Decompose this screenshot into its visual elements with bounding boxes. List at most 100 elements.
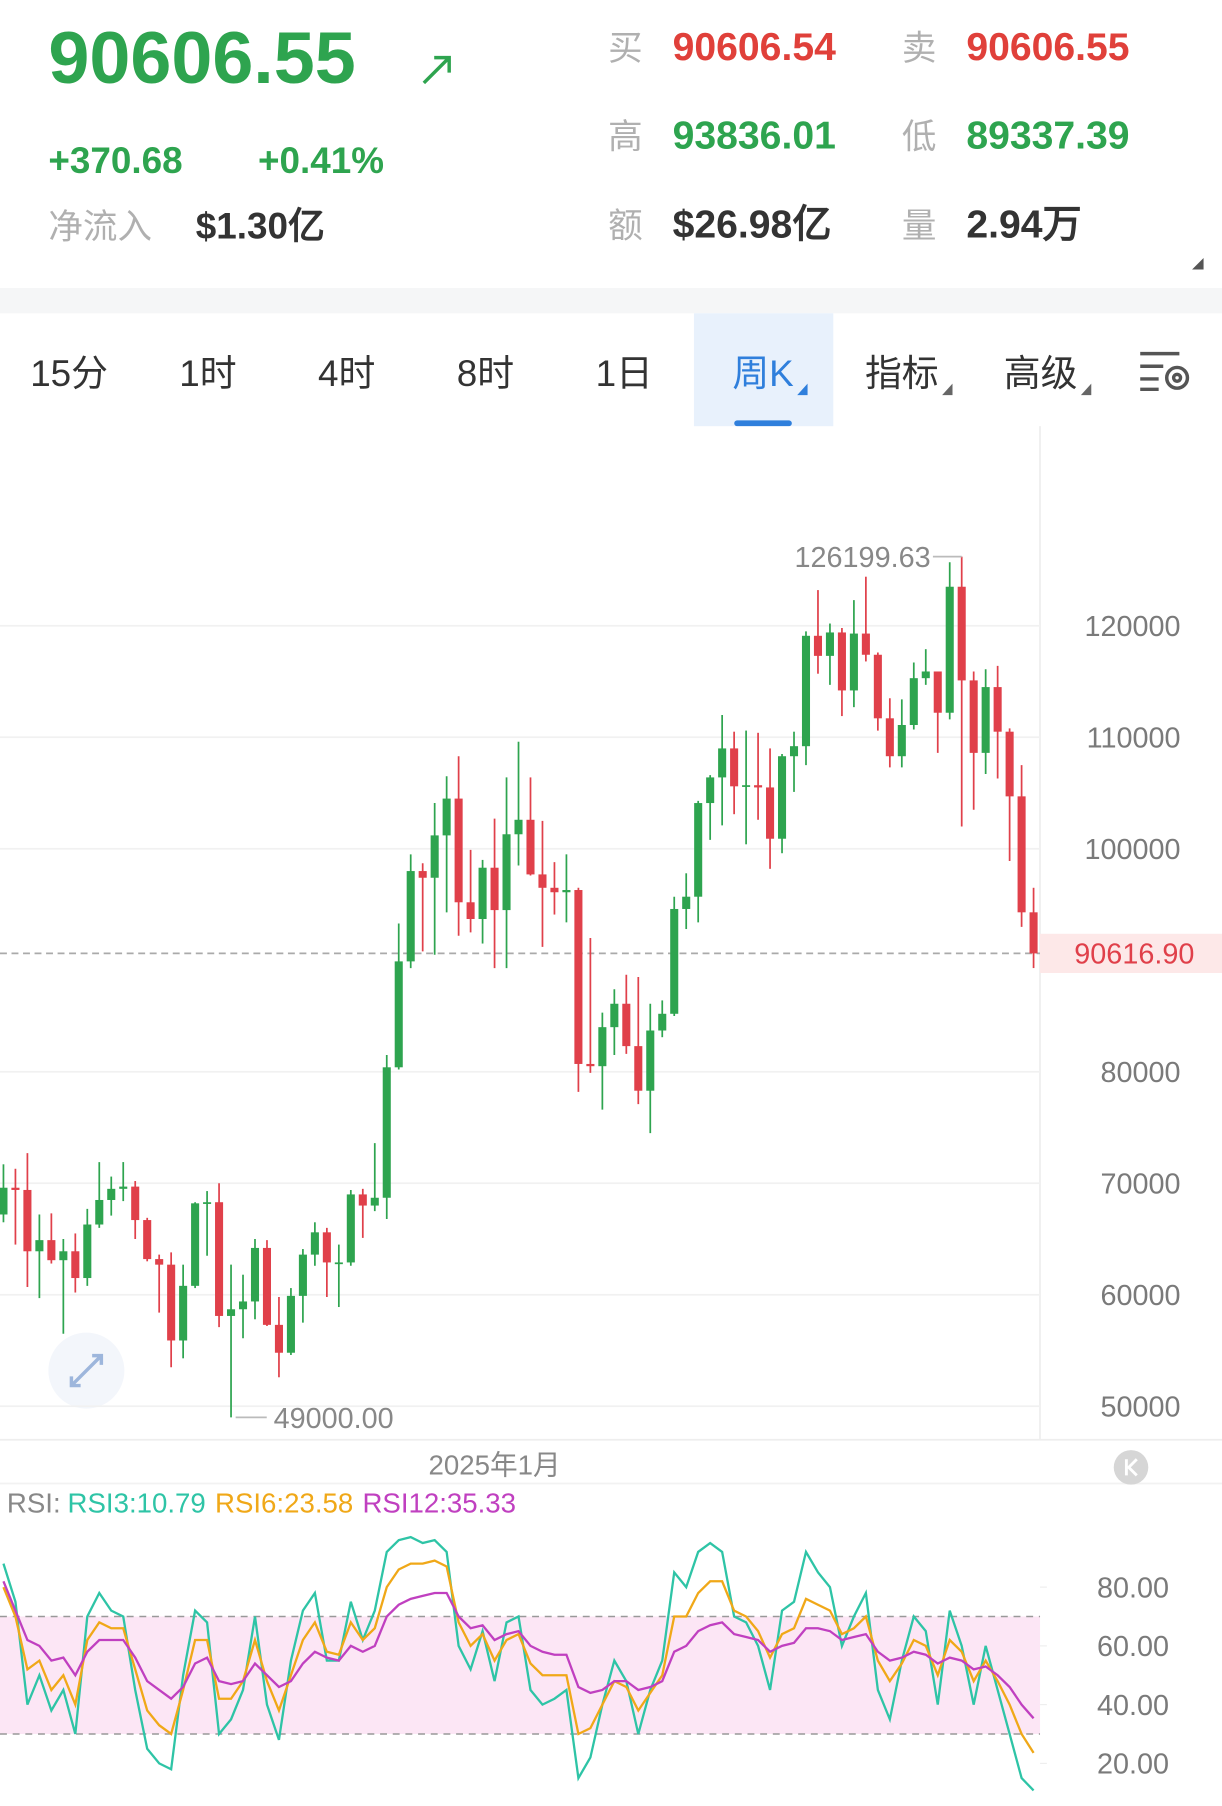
- active-tab-underline: [734, 420, 792, 427]
- candle-body: [981, 687, 990, 753]
- stat-value: 90606.55: [966, 26, 1129, 69]
- net-inflow-label: 净流入: [48, 208, 152, 246]
- stat-value: 90606.54: [673, 26, 836, 69]
- tab[interactable]: 4时: [318, 353, 375, 394]
- stat-label: 额: [608, 207, 643, 245]
- candle-body: [957, 586, 966, 681]
- y-tick-label: 40.00: [1097, 1690, 1169, 1722]
- tab[interactable]: 高级: [1004, 353, 1078, 394]
- candle-body: [466, 902, 475, 920]
- tab[interactable]: 1时: [179, 353, 236, 394]
- candle-body: [514, 819, 523, 835]
- y-tick-label: 80.00: [1097, 1572, 1169, 1604]
- candle-body: [286, 1295, 295, 1353]
- tab[interactable]: 指标: [865, 353, 939, 394]
- candle-body: [610, 1003, 619, 1028]
- y-tick-label: 60000: [1100, 1280, 1180, 1312]
- candle-body: [634, 1046, 643, 1091]
- y-tick-label: 100000: [1084, 834, 1180, 866]
- candle-body: [370, 1197, 379, 1206]
- candle-body: [478, 867, 487, 920]
- candle-body: [706, 777, 715, 804]
- candle-body: [454, 798, 463, 903]
- candle-body: [167, 1264, 176, 1341]
- y-tick-label: 50000: [1100, 1392, 1180, 1424]
- current-price-label: 90616.90: [1074, 939, 1194, 971]
- fullscreen-button[interactable]: [48, 1332, 125, 1409]
- y-tick-label: 70000: [1100, 1169, 1180, 1201]
- candle-body: [406, 871, 415, 962]
- candle-body: [873, 654, 882, 719]
- net-inflow-value: $1.30亿: [196, 205, 325, 246]
- stat-label: 量: [902, 207, 937, 245]
- stat-label: 买: [608, 30, 643, 68]
- candle-body: [179, 1285, 188, 1341]
- candle-body: [849, 633, 858, 691]
- candle-body: [670, 908, 679, 1014]
- x-tick-label: 2025年1月: [429, 1449, 561, 1480]
- candle-body: [730, 748, 739, 787]
- candle-body: [754, 785, 763, 788]
- stat-value: 89337.39: [966, 115, 1129, 158]
- content: 90606.55 +370.68 +0.41% 净流入 $1.30亿 买 90606.54 卖…: [0, 16, 1222, 1792]
- settings-icon[interactable]: [1140, 351, 1190, 392]
- candle-body: [766, 787, 775, 839]
- tab[interactable]: 8时: [457, 353, 514, 394]
- candle-body: [801, 635, 811, 747]
- expand-toggle[interactable]: [1192, 258, 1204, 270]
- candle-body: [574, 890, 583, 1064]
- candle-body: [418, 871, 427, 878]
- candle-body: [885, 718, 894, 757]
- candle-body: [394, 961, 403, 1068]
- candle-body: [23, 1189, 32, 1252]
- candle-body: [945, 586, 954, 713]
- candle-body: [107, 1188, 116, 1200]
- extreme-label: 49000.00: [274, 1403, 394, 1435]
- candle-body: [131, 1186, 140, 1221]
- candle-body: [969, 680, 978, 753]
- candle-body: [382, 1067, 391, 1198]
- candle-body: [598, 1027, 607, 1067]
- candle-body: [897, 724, 906, 757]
- candle-body: [789, 746, 799, 757]
- tab[interactable]: 15分: [30, 353, 108, 394]
- candle-body: [933, 671, 942, 713]
- candle-body: [825, 632, 834, 656]
- candle-body: [143, 1220, 152, 1260]
- stat-label: 低: [902, 119, 937, 157]
- candle-body: [909, 678, 918, 725]
- candle-body: [1029, 912, 1038, 954]
- y-tick-label: 80000: [1100, 1057, 1180, 1089]
- current-price-box: [1040, 933, 1222, 973]
- candle-body: [11, 1187, 20, 1190]
- candle-body: [550, 887, 559, 893]
- candle-body: [778, 756, 787, 839]
- candle-body: [238, 1301, 248, 1310]
- candle-body: [658, 1013, 667, 1031]
- candle-body: [993, 687, 1002, 732]
- candle-body: [95, 1199, 104, 1225]
- rsi-line: [2, 1580, 1035, 1720]
- tab[interactable]: 1日: [596, 353, 653, 394]
- candle-body: [322, 1232, 331, 1263]
- divider-band: [0, 287, 1222, 314]
- candle-body: [71, 1251, 80, 1279]
- legend-entry: RSI12:35.33: [362, 1487, 516, 1518]
- candle-body: [0, 1187, 8, 1215]
- candle-body: [119, 1186, 128, 1189]
- tab[interactable]: 周K: [732, 353, 794, 394]
- stat-value: $26.98亿: [673, 203, 832, 246]
- collapse-button[interactable]: [1113, 1450, 1149, 1485]
- candle-body: [813, 635, 822, 656]
- candle-body: [346, 1194, 355, 1263]
- y-tick-label: 110000: [1087, 723, 1181, 755]
- trend-arrow: [422, 55, 451, 85]
- y-tick-label: 60.00: [1097, 1631, 1169, 1663]
- extreme-label: 126199.63: [795, 542, 931, 574]
- y-tick-label: 120000: [1084, 611, 1180, 643]
- candle-body: [1017, 796, 1026, 913]
- candle-body: [682, 896, 691, 909]
